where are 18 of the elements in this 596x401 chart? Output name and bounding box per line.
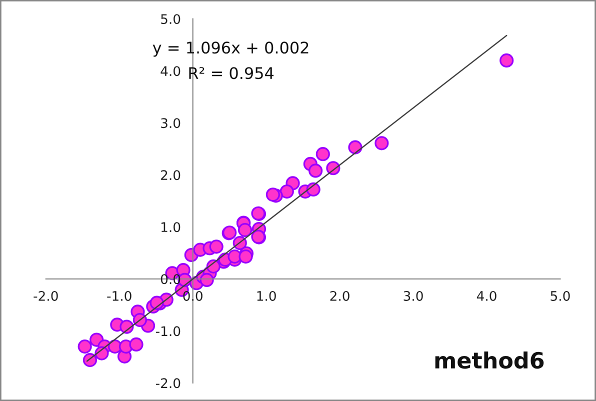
x-tick-label: 2.0	[330, 290, 350, 301]
x-tick-label: 5.0	[550, 290, 570, 301]
y-tick-label: 4.0	[160, 66, 180, 76]
y-tick-label: -2.0	[156, 378, 180, 388]
annotation: method6	[435, 352, 544, 369]
x-tick-label: 0.0	[183, 290, 202, 301]
y-tick-label: 1.0	[162, 222, 180, 232]
x-tick-label: 3.0	[404, 290, 423, 301]
x-tick-label: -1.0	[107, 290, 132, 301]
annotation: y = 1.096x + 0.002	[152, 42, 308, 57]
y-tick-label: 2.0	[161, 170, 180, 180]
x-tick-label: 4.0	[476, 290, 496, 301]
y-tick-label: -1.0	[156, 326, 180, 336]
annotation: R² = 0.954	[189, 67, 274, 80]
x-tick-label: 1.0	[257, 290, 276, 301]
x-tick-label: -2.0	[34, 290, 58, 301]
y-tick-label: 3.0	[161, 118, 180, 128]
y-tick-label: 5.0	[161, 14, 180, 24]
